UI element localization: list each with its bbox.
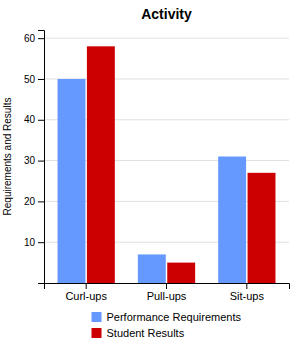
y-tick-label: 10 [24,237,36,248]
y-tick: 40 [24,114,44,125]
y-tick: 60 [24,33,44,44]
bar-series [87,46,276,283]
x-tick-label: Pull-ups [147,290,187,302]
y-tick: 30 [24,155,44,166]
y-tick-label: 20 [24,196,36,207]
grid-line [44,38,289,39]
y-tick: 10 [24,237,44,248]
y-tick-label: 60 [24,33,36,44]
y-tick-mark [38,201,44,202]
y-tick-label: 30 [24,155,36,166]
y-tick-label: 40 [24,114,36,125]
y-axis-line [38,31,45,284]
x-tick-label: Curl-ups [65,290,107,302]
y-tick: 20 [24,196,44,207]
bar [167,263,195,283]
legend-swatch [91,328,101,338]
bar [58,79,86,283]
x-tick-mark [86,283,87,289]
y-tick-mark [38,79,44,80]
legend-item: Performance Requirements [91,311,241,323]
y-tick: 50 [24,74,44,85]
legend-label: Student Results [106,327,184,339]
legend-label: Performance Requirements [106,311,241,323]
chart: 10 20 30 40 50 60 Curl-ups Pull-ups Sit-ups Activ… [0,0,299,347]
bar [248,173,276,283]
title: Activity [141,6,192,22]
plot-area: 10 20 30 40 50 60 Curl-ups Pull-ups Sit-ups [24,31,290,302]
x-tick: Pull-ups [147,283,187,302]
legend-item: Student Results [91,327,184,339]
legend-swatch [91,312,101,322]
bar [218,157,246,284]
bar [138,254,166,283]
y-axis-title: Requirements and Results [2,98,13,216]
x-axis: Curl-ups Pull-ups Sit-ups [45,283,290,302]
y-tick-mark [38,120,44,121]
y-tick-mark [38,161,44,162]
y-axis: 10 20 30 40 50 60 [24,31,45,284]
y-tick-mark [38,38,44,39]
legend: Performance Requirements Student Results [91,311,241,339]
x-axis-line [45,284,290,290]
bar [87,46,115,283]
x-tick: Curl-ups [65,283,107,302]
x-tick-mark [246,283,247,289]
y-tick-label: 50 [24,74,36,85]
bar-series [58,79,247,283]
x-tick: Sit-ups [230,283,265,302]
bars [58,46,276,283]
x-tick-mark [166,283,167,289]
x-tick-label: Sit-ups [230,290,265,302]
y-tick-mark [38,242,44,243]
